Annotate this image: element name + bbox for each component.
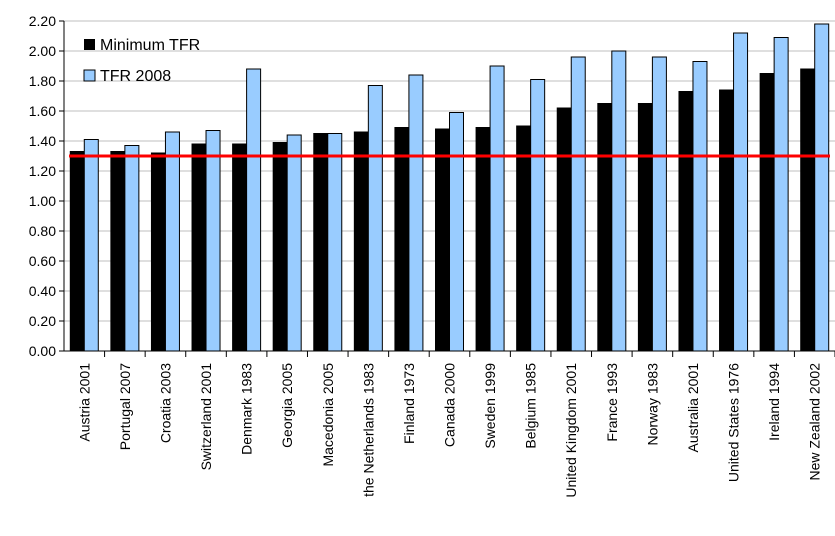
x-tick-label: Denmark 1983 (239, 363, 255, 455)
bar-tfr-2008 (773, 37, 789, 352)
x-axis: Austria 2001 Portugal 2007 Croatia 2003 Swi… (64, 350, 835, 498)
x-tick-label: Switzerland 2001 (198, 363, 214, 471)
x-tick-label: United Kingdom 2001 (563, 363, 579, 498)
legend-label-minimum-tfr: Minimum TFR (100, 37, 200, 54)
bar-tfr-2008 (83, 139, 99, 352)
x-tick-label: Canada 2000 (442, 363, 458, 447)
y-tick-label: 2.00 (29, 43, 56, 59)
bar-tfr-2008 (367, 85, 383, 352)
bar-minimum-tfr (556, 107, 572, 352)
bar-tfr-2008 (205, 130, 221, 352)
legend-label-tfr-2008: TFR 2008 (100, 68, 171, 85)
bar-minimum-tfr (150, 152, 166, 352)
x-tick-label: Macedonia 2005 (320, 363, 336, 467)
bar-tfr-2008 (570, 56, 586, 352)
x-tick-label: Australia 2001 (685, 363, 701, 453)
bar-tfr-2008 (124, 145, 140, 352)
bar-minimum-tfr (191, 143, 207, 352)
bar-minimum-tfr (719, 89, 735, 352)
bar-tfr-2008 (733, 32, 749, 352)
bar-tfr-2008 (408, 74, 424, 352)
bar-tfr-2008 (530, 79, 546, 352)
bar-minimum-tfr (637, 103, 653, 352)
bar-tfr-2008 (246, 68, 262, 352)
y-tick-label: 0.80 (29, 223, 56, 239)
legend-swatch-tfr-2008 (83, 69, 96, 82)
x-tick-label: Portugal 2007 (117, 363, 133, 450)
bar-tfr-2008 (611, 50, 627, 352)
y-tick-label: 1.40 (29, 133, 56, 149)
bar-minimum-tfr (759, 73, 775, 352)
x-tick-label: Sweden 1999 (482, 363, 498, 449)
y-tick-label: 0.40 (29, 283, 56, 299)
bar-tfr-2008 (164, 131, 180, 352)
bar-minimum-tfr (313, 133, 329, 352)
bar-minimum-tfr (435, 128, 450, 352)
bar-tfr-2008 (449, 112, 464, 352)
bars (69, 23, 830, 352)
bar-minimum-tfr (110, 151, 126, 352)
x-tick-label: Austria 2001 (76, 363, 92, 442)
bar-minimum-tfr (272, 142, 288, 352)
y-tick-label: 1.00 (29, 193, 56, 209)
y-tick-label: 2.20 (29, 13, 56, 29)
bar-minimum-tfr (69, 151, 85, 352)
x-tick-label: United States 1976 (726, 363, 742, 482)
x-tick-label: Norway 1983 (644, 363, 660, 446)
y-tick-label: 0.60 (29, 253, 56, 269)
bar-tfr-2008 (327, 133, 343, 352)
bar-tfr-2008 (286, 134, 302, 352)
y-axis: 0.00 0.20 0.40 0.60 0.80 1.00 1.20 1.40 1.60 1.80… (29, 13, 65, 359)
y-tick-label: 0.00 (29, 343, 56, 359)
bar-minimum-tfr (394, 127, 410, 352)
y-tick-label: 1.20 (29, 163, 56, 179)
bar-minimum-tfr (516, 125, 532, 352)
x-tick-label: New Zealand 2002 (807, 363, 823, 481)
x-tick-label: France 1993 (604, 363, 620, 442)
bar-minimum-tfr (800, 68, 816, 352)
legend-swatch-minimum-tfr (84, 39, 95, 50)
bar-tfr-2008 (489, 65, 505, 352)
bar-minimum-tfr (232, 143, 248, 352)
x-tick-label: Finland 1973 (401, 363, 417, 444)
bar-tfr-2008 (814, 23, 830, 352)
bar-minimum-tfr (597, 103, 613, 352)
x-tick-label: the Netherlands 1983 (360, 363, 376, 497)
bar-minimum-tfr (475, 127, 491, 352)
x-tick-label: Ireland 1994 (766, 363, 782, 441)
legend: Minimum TFR TFR 2008 (83, 37, 200, 85)
bar-minimum-tfr (353, 131, 369, 352)
x-tick-label: Georgia 2005 (279, 363, 295, 448)
x-tick-label: Belgium 1985 (523, 363, 539, 449)
bar-tfr-2008 (692, 61, 708, 352)
bar-minimum-tfr (678, 91, 694, 352)
bar-tfr-2008 (651, 56, 667, 352)
x-tick-label: Croatia 2003 (157, 363, 173, 443)
y-tick-label: 1.80 (29, 73, 56, 89)
y-tick-label: 0.20 (29, 313, 56, 329)
y-tick-label: 1.60 (29, 103, 56, 119)
